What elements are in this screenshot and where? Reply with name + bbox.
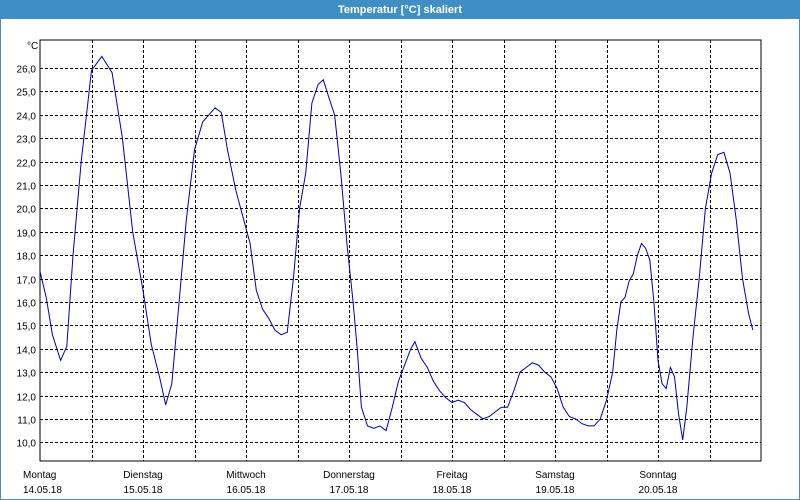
x-tick-label-day: Sonntag: [639, 470, 676, 481]
x-tick-label-day: Montag: [23, 470, 56, 481]
y-axis-unit: °C: [27, 41, 38, 52]
x-tick-label-date: 16.05.18: [227, 485, 266, 496]
x-tick-label-date: 19.05.18: [536, 485, 575, 496]
y-tick-label: 22,0: [17, 159, 37, 170]
y-tick-label: 12,0: [17, 393, 37, 404]
x-tick-label-day: Donnerstag: [323, 470, 375, 481]
y-tick-label: 23,0: [17, 135, 37, 146]
x-tick-label-day: Dienstag: [123, 470, 162, 481]
y-tick-label: 13,0: [17, 369, 37, 380]
x-tick-label-day: Freitag: [436, 470, 467, 481]
x-tick-label-day: Mittwoch: [226, 470, 265, 481]
y-axis: 10,0 11,0 12,0 13,0 14,0 15,0 16,0 17,0 18,0 19,0…: [17, 65, 37, 450]
x-tick-label-date: 17.05.18: [330, 485, 369, 496]
plot-area: [39, 39, 762, 462]
x-tick-label-date: 20.05.18: [639, 485, 678, 496]
temperature-series-line: [39, 55, 754, 440]
y-tick-label: 11,0: [17, 416, 36, 427]
x-tick-label-date: 14.05.18: [23, 485, 62, 496]
y-tick-label: 17,0: [17, 276, 37, 287]
y-tick-label: 18,0: [17, 252, 37, 263]
x-tick-label-day: Samstag: [535, 470, 574, 481]
y-tick-label: 16,0: [17, 299, 37, 310]
x-axis: Montag 14.05.18 Dienstag 15.05.18 Mittwoch 16…: [23, 470, 678, 496]
y-tick-label: 20,0: [17, 205, 37, 216]
y-tick-label: 25,0: [17, 88, 37, 99]
grid-lines: [40, 40, 761, 461]
y-tick-label: 10,0: [17, 439, 37, 450]
y-tick-label: 14,0: [17, 346, 37, 357]
y-tick-label: 24,0: [17, 112, 37, 123]
chart-title: Temperatur [°C] skaliert: [1, 1, 799, 19]
x-tick-label-date: 15.05.18: [124, 485, 163, 496]
y-tick-label: 15,0: [17, 322, 37, 333]
y-tick-label: 21,0: [17, 182, 37, 193]
y-tick-label: 26,0: [17, 65, 37, 76]
x-tick-label-date: 18.05.18: [433, 485, 472, 496]
y-tick-label: 19,0: [17, 229, 37, 240]
